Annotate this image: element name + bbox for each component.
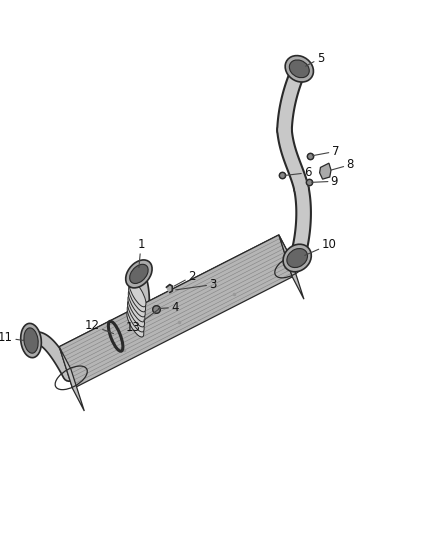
Ellipse shape bbox=[21, 324, 41, 358]
Text: 6: 6 bbox=[285, 166, 311, 179]
Text: 13: 13 bbox=[126, 309, 159, 334]
Polygon shape bbox=[59, 235, 290, 367]
Text: 12: 12 bbox=[85, 319, 113, 334]
Polygon shape bbox=[320, 163, 331, 179]
Polygon shape bbox=[279, 235, 304, 299]
Ellipse shape bbox=[127, 301, 145, 327]
Ellipse shape bbox=[285, 55, 314, 82]
Ellipse shape bbox=[24, 328, 38, 353]
Text: 2: 2 bbox=[174, 270, 195, 286]
Text: 1: 1 bbox=[137, 238, 145, 268]
Text: 4: 4 bbox=[159, 301, 179, 314]
Ellipse shape bbox=[129, 280, 146, 307]
Ellipse shape bbox=[287, 248, 307, 268]
Text: 10: 10 bbox=[305, 238, 336, 255]
Text: 11: 11 bbox=[0, 332, 24, 344]
Text: 8: 8 bbox=[331, 158, 354, 171]
Ellipse shape bbox=[128, 290, 145, 317]
Ellipse shape bbox=[127, 311, 144, 337]
Ellipse shape bbox=[129, 285, 145, 312]
Text: 5: 5 bbox=[306, 52, 324, 66]
Polygon shape bbox=[59, 235, 292, 389]
Ellipse shape bbox=[283, 244, 311, 272]
Text: 3: 3 bbox=[176, 278, 217, 291]
Polygon shape bbox=[166, 285, 172, 293]
Text: 9: 9 bbox=[311, 175, 338, 188]
Ellipse shape bbox=[290, 60, 309, 78]
Ellipse shape bbox=[128, 295, 145, 322]
Polygon shape bbox=[59, 346, 84, 411]
Text: 7: 7 bbox=[312, 145, 339, 158]
Ellipse shape bbox=[127, 305, 144, 332]
Ellipse shape bbox=[126, 260, 152, 288]
Ellipse shape bbox=[130, 264, 148, 284]
